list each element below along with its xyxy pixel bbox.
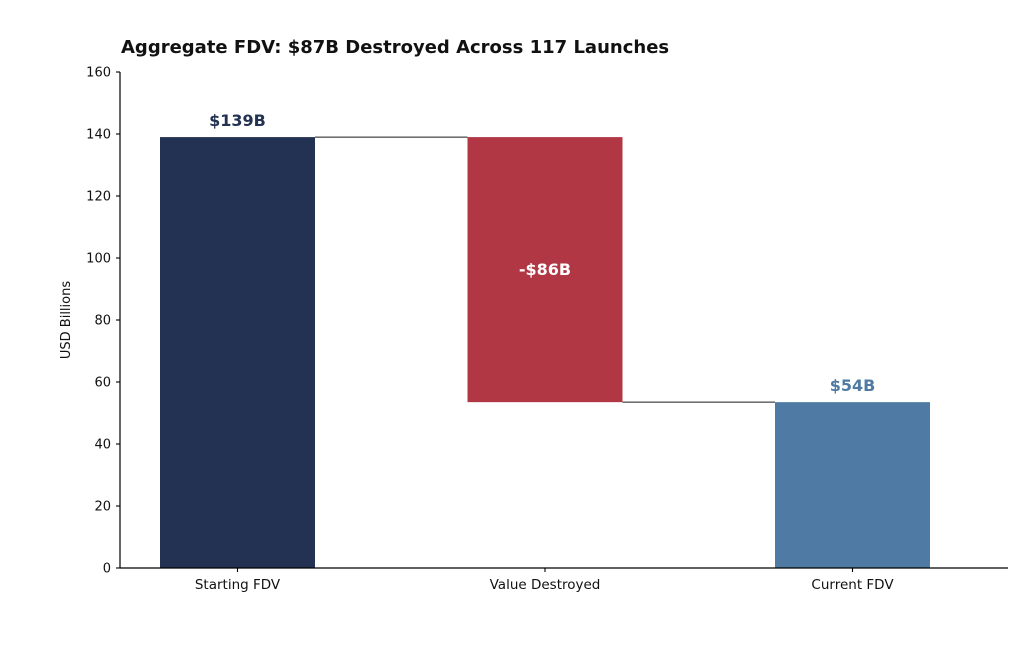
y-axis-label: USD Billions: [59, 281, 74, 359]
bar-value-label-value-destroyed: -$86B: [519, 260, 571, 279]
x-tick-label-starting-fdv: Starting FDV: [195, 577, 281, 593]
bar-value-label-current-fdv: $54B: [830, 376, 876, 395]
y-tick-label: 160: [86, 66, 111, 81]
y-tick-label: 20: [94, 500, 111, 515]
y-tick-label: 40: [94, 438, 111, 453]
y-tick-label: 100: [86, 252, 111, 267]
y-tick-label: 120: [86, 190, 111, 205]
chart-title: Aggregate FDV: $87B Destroyed Across 117…: [121, 37, 670, 58]
x-tick-label-current-fdv: Current FDV: [811, 577, 894, 593]
bar-starting-fdv: [160, 137, 315, 568]
bar-value-label-starting-fdv: $139B: [209, 111, 266, 130]
bar-current-fdv: [775, 402, 930, 568]
y-tick-label: 0: [103, 562, 111, 577]
y-tick-label: 80: [94, 314, 111, 329]
x-tick-label-value-destroyed: Value Destroyed: [490, 577, 601, 593]
y-tick-label: 140: [86, 128, 111, 143]
bar-value-destroyed: [467, 137, 623, 403]
y-tick-label: 60: [94, 376, 111, 391]
